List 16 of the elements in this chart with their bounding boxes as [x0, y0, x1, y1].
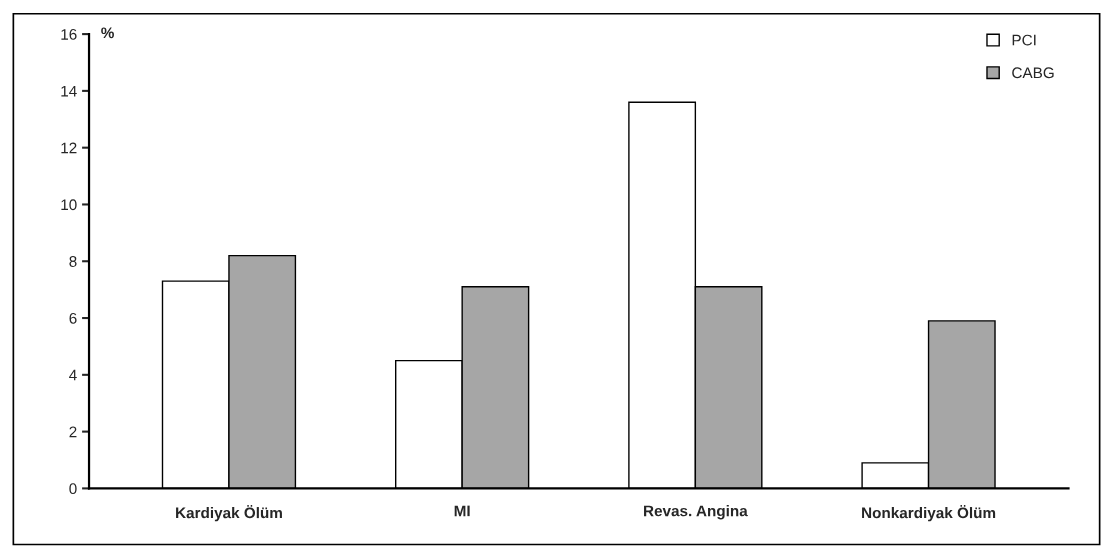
y-tick-label: 14 — [61, 85, 77, 97]
x-tick-label: Revas. Angina — [644, 505, 748, 520]
y-tick-label: 12 — [61, 142, 77, 154]
x-tick-label: Nonkardiyak Ölüm — [862, 505, 996, 522]
y-tick-label: 8 — [69, 256, 77, 267]
legend-label: PCI — [1012, 34, 1036, 46]
y-tick-label: 6 — [69, 312, 77, 324]
x-tick-label: MI — [454, 505, 470, 517]
y-tick-label: 10 — [61, 199, 77, 211]
y-tick-label: 16 — [61, 28, 77, 40]
y-tick-label: 4 — [69, 369, 77, 381]
x-tick-label: Kardiyak Ölüm — [176, 505, 282, 522]
legend-label: CABG — [1012, 67, 1054, 79]
y-tick-label: 2 — [69, 426, 77, 438]
y-axis-title: % — [101, 27, 114, 39]
y-tick-label: 0 — [69, 483, 77, 495]
